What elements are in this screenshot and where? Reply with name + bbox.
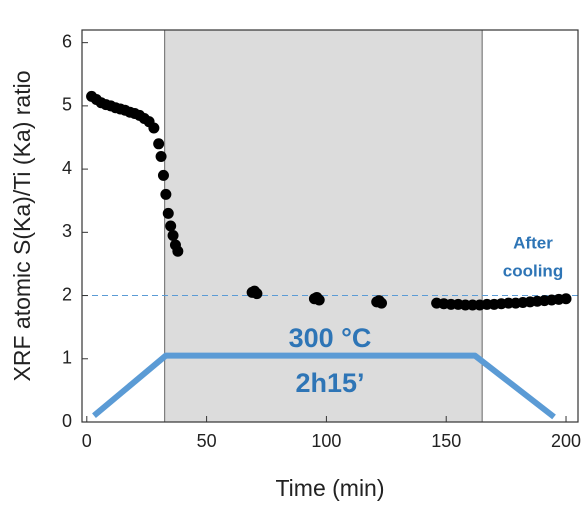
x-axis-label: Time (min) xyxy=(275,475,384,501)
data-point xyxy=(160,188,172,200)
annotation: cooling xyxy=(503,261,563,280)
plot-area: 0 50 100 150 200 0 1 2 3 4 5 6 xyxy=(62,29,581,451)
data-point xyxy=(376,297,388,309)
data-point xyxy=(313,294,325,306)
shaded-region xyxy=(164,29,483,423)
y-tick-label: 6 xyxy=(62,31,72,51)
data-point xyxy=(162,207,174,219)
annotation: After xyxy=(513,233,553,252)
data-point xyxy=(172,245,184,257)
temperature-profile xyxy=(92,352,556,420)
x-tick-label: 50 xyxy=(197,431,217,451)
annotation: 2h15’ xyxy=(295,368,364,398)
y-axis-label: XRF atomic S(Ka)/Ti (Ka) ratio xyxy=(9,71,35,382)
data-point xyxy=(153,138,165,150)
y-tick-label: 2 xyxy=(62,284,72,304)
y-tick-label: 1 xyxy=(62,348,72,368)
y-tick-label: 4 xyxy=(62,158,72,178)
data-point xyxy=(167,229,179,241)
data-point xyxy=(251,288,263,300)
y-tick-label: 3 xyxy=(62,221,72,241)
data-point xyxy=(148,122,160,134)
plot-frame xyxy=(81,29,579,423)
data-point xyxy=(155,150,167,162)
data-point xyxy=(165,220,177,232)
x-tick-label: 0 xyxy=(82,431,92,451)
data-point xyxy=(560,293,572,305)
x-tick-label: 100 xyxy=(311,431,341,451)
annotation: 300 °C xyxy=(289,323,372,353)
y-tick-label: 5 xyxy=(62,95,72,115)
x-tick-label: 200 xyxy=(551,431,581,451)
x-tick-label: 150 xyxy=(431,431,461,451)
y-tick-label: 0 xyxy=(62,411,72,431)
data-point xyxy=(157,169,169,181)
